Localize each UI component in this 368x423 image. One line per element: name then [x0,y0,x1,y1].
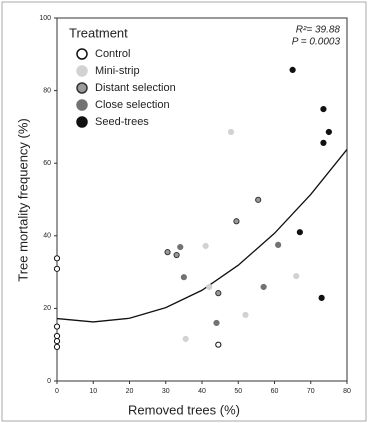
point [53,343,61,350]
point [242,311,249,319]
point [213,319,220,327]
fit-curve [56,149,348,323]
legend-label: Close selection [95,99,170,111]
point [233,218,240,225]
point [206,283,213,291]
point [318,294,325,301]
legend-label: Distant selection [95,82,176,94]
point [227,128,235,136]
point [325,128,332,136]
legend-title: Treatment [69,25,128,40]
y-tick-label: 100 [39,15,51,22]
annotation: P = 0.0003 [292,37,341,48]
point [275,241,282,248]
x-tick-label: 30 [162,388,170,395]
y-tick-label: 60 [43,160,51,167]
y-tick-label: 20 [43,305,51,312]
x-axis-label: Removed trees (%) [128,402,240,417]
legend-label: Control [95,48,130,60]
point [289,66,296,74]
x-tick-label: 0 [55,388,59,395]
x-tick-label: 80 [343,388,351,395]
point [293,272,300,280]
annotation: R²= 39.88 [296,25,341,36]
point [320,139,327,146]
legend-marker [76,99,88,111]
point [320,106,327,113]
legend-label: Seed-trees [95,116,149,128]
legend-marker [76,116,88,128]
point [177,243,184,251]
point [53,255,61,262]
y-tick-label: 40 [43,233,51,240]
point [202,242,209,250]
point [260,283,267,291]
point [180,274,187,281]
x-tick-label: 50 [234,388,242,395]
legend-marker [76,82,88,94]
point [215,341,222,348]
y-axis-label: Tree mortality frequency (%) [15,118,30,282]
point [215,290,222,297]
x-tick-label: 40 [198,388,206,395]
point [255,196,262,203]
x-tick-label: 60 [271,388,279,395]
x-tick-label: 70 [307,388,315,395]
x-tick-label: 20 [126,388,134,395]
point [296,229,303,236]
legend-marker [76,65,88,77]
point [164,249,171,256]
point [53,265,61,272]
point [173,251,180,259]
point [53,323,61,330]
point [53,337,61,345]
x-tick-label: 10 [89,388,97,395]
y-tick-label: 80 [43,87,51,94]
point [53,332,61,340]
point [182,335,189,342]
legend-marker [76,48,88,60]
legend-label: Mini-strip [95,65,140,77]
y-tick-label: 0 [47,378,51,385]
